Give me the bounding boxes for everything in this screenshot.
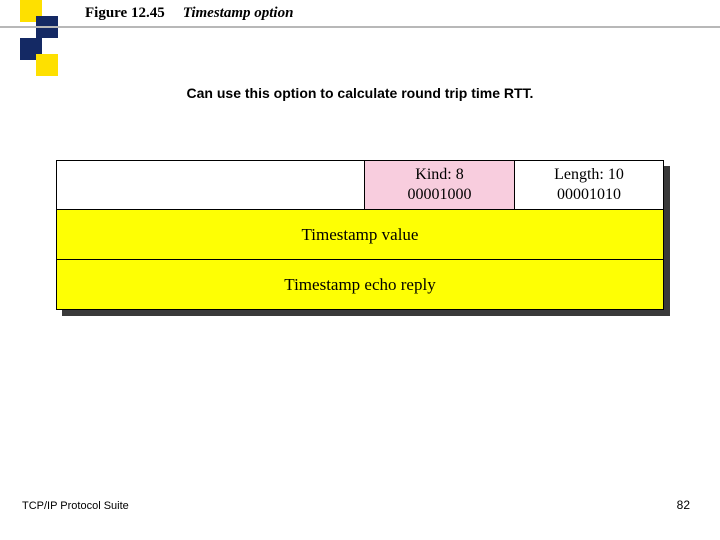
length-cell: Length: 10 00001010 xyxy=(514,160,664,210)
timestamp-echo-label: Timestamp echo reply xyxy=(284,275,435,295)
footer-title: TCP/IP Protocol Suite xyxy=(22,500,129,512)
figure-heading: Figure 12.45 Timestamp option xyxy=(85,5,293,22)
figure-title: Timestamp option xyxy=(183,5,294,22)
timestamp-option-diagram: Kind: 8 00001000 Length: 10 00001010 Tim… xyxy=(56,160,664,310)
length-bits: 00001010 xyxy=(557,185,621,205)
kind-cell: Kind: 8 00001000 xyxy=(364,160,514,210)
timestamp-value-row: Timestamp value xyxy=(56,210,664,260)
figure-subtitle: Can use this option to calculate round t… xyxy=(0,85,720,101)
length-label: Length: 10 xyxy=(554,165,624,185)
timestamp-value-label: Timestamp value xyxy=(302,225,419,245)
kind-label: Kind: 8 xyxy=(415,165,463,185)
figure-number: Figure 12.45 xyxy=(85,5,165,22)
diagram-row-header: Kind: 8 00001000 Length: 10 00001010 xyxy=(56,160,664,210)
page-number: 82 xyxy=(677,498,690,512)
header-spacer-cell xyxy=(56,160,364,210)
timestamp-echo-row: Timestamp echo reply xyxy=(56,260,664,310)
kind-bits: 00001000 xyxy=(408,185,472,205)
